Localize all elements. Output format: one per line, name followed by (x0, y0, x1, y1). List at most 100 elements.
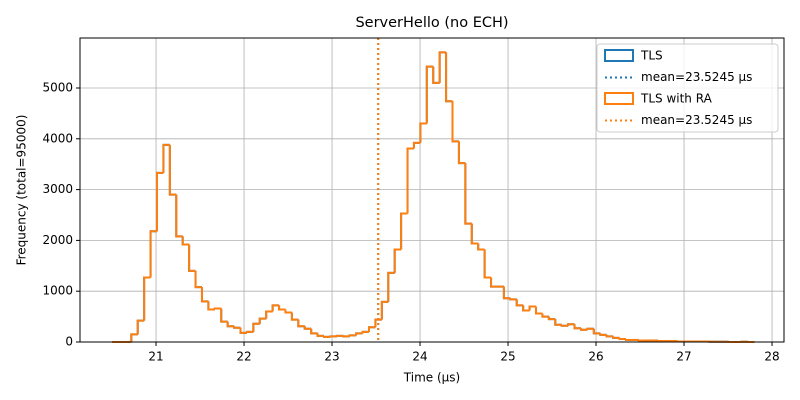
histogram-step (329, 335, 337, 338)
y-tick-label: 3000 (42, 182, 73, 196)
histogram-step (419, 122, 427, 143)
histogram-step (515, 299, 524, 307)
histogram-step (194, 270, 202, 289)
histogram-step (567, 323, 575, 326)
y-tick-label: 4000 (42, 131, 73, 145)
histogram-step (374, 318, 382, 328)
histogram-step (213, 307, 222, 310)
histogram-step (400, 212, 408, 250)
legend-label: mean=23.5245 µs (641, 113, 752, 127)
histogram-step (599, 333, 607, 336)
y-tick-label: 1000 (42, 284, 73, 298)
histogram-step (470, 223, 479, 245)
histogram-step (342, 335, 350, 338)
histogram-step (303, 326, 312, 330)
histogram-step (637, 339, 646, 342)
plot-frame (79, 37, 785, 343)
histogram-step (200, 287, 209, 303)
x-tick-label: 28 (764, 350, 779, 364)
histogram-step (207, 301, 215, 311)
histogram-step (265, 310, 273, 319)
histogram-step (284, 309, 292, 314)
histogram-step (477, 243, 485, 251)
histogram-step (457, 141, 466, 165)
histogram-step (271, 304, 280, 312)
histogram-step (239, 327, 247, 334)
histogram-step (258, 317, 267, 324)
legend-label: TLS (640, 49, 663, 63)
histogram-step (612, 336, 620, 339)
histogram-step (541, 313, 549, 318)
histogram-step (316, 333, 325, 337)
histogram-step (278, 305, 286, 311)
histogram-step (361, 330, 369, 334)
histogram-step (367, 326, 376, 332)
histogram-step (432, 66, 440, 84)
histogram-step (438, 51, 447, 83)
x-tick-label: 23 (324, 350, 339, 364)
histogram-step (297, 319, 305, 328)
histogram-step (592, 328, 601, 335)
histogram-step (522, 305, 530, 312)
histogram-step (406, 147, 414, 214)
x-tick-label: 26 (588, 350, 603, 364)
histogram-step (445, 52, 453, 103)
histogram-step (156, 171, 164, 232)
histogram-step (509, 298, 517, 301)
histogram-step (226, 321, 235, 328)
x-tick-label: 24 (412, 350, 427, 364)
x-tick-label: 21 (148, 350, 163, 364)
histogram-step (149, 230, 157, 278)
x-axis-label: Time (µs) (403, 371, 460, 385)
y-tick-label: 0 (65, 335, 73, 349)
histogram-step (188, 244, 196, 272)
histogram-step (502, 286, 511, 300)
x-tick-label: 27 (676, 350, 691, 364)
histogram-step (573, 324, 581, 330)
legend-swatch (604, 92, 634, 105)
histogram-step (252, 322, 260, 332)
histogram-step (393, 248, 402, 273)
histogram-step (464, 163, 472, 225)
histogram-step (136, 319, 145, 335)
histogram-step (290, 312, 299, 321)
histogram-step (233, 326, 241, 329)
histogram-step (143, 276, 151, 321)
histogram-step (335, 334, 344, 337)
histogram-step (657, 339, 665, 342)
histogram-step (181, 236, 190, 246)
histogram-step (605, 334, 614, 338)
histogram-step (348, 334, 357, 337)
histogram-step (560, 324, 569, 327)
y-tick-label: 2000 (42, 233, 73, 247)
histogram-step (618, 337, 626, 340)
chart-title: ServerHello (no ECH) (355, 15, 508, 31)
histogram-step (624, 338, 633, 341)
y-axis-label: Frequency (total=95000) (15, 115, 29, 266)
histogram-step (380, 300, 389, 320)
histogram-step (676, 340, 684, 343)
legend-label: TLS with RA (640, 92, 713, 106)
histogram-step (528, 305, 537, 311)
legend-swatch (604, 49, 634, 62)
histogram-step (323, 335, 331, 338)
histogram-step (535, 306, 543, 315)
histogram-step (412, 141, 421, 149)
legend-box (596, 43, 779, 133)
histogram-step (554, 319, 562, 326)
histogram-step (586, 327, 594, 330)
histogram-step (490, 277, 498, 288)
histogram-step (168, 144, 177, 196)
histogram-step (579, 328, 588, 331)
histogram-step (547, 316, 556, 321)
histogram-step (483, 249, 492, 279)
histogram-step (355, 332, 363, 336)
histogram-step (387, 271, 395, 302)
x-tick-label: 22 (236, 350, 251, 364)
histogram-step (130, 333, 138, 342)
x-tick-label: 25 (500, 350, 515, 364)
histogram-step (425, 65, 434, 124)
histogram-step (245, 330, 254, 333)
histogram-step (175, 194, 183, 238)
